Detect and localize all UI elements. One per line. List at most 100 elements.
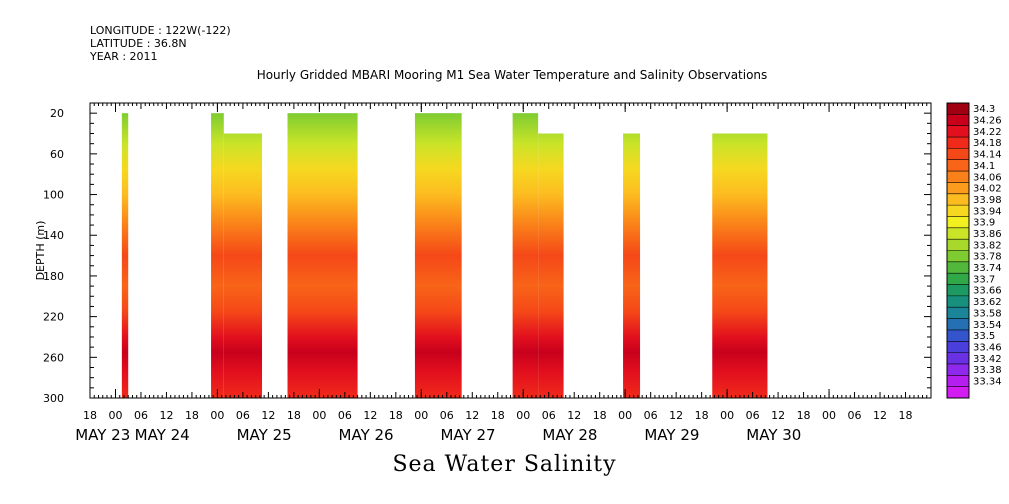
colorbar-label: 33.82 [973, 240, 1002, 251]
colorbar-label: 33.42 [973, 354, 1002, 365]
colorbar-swatch [947, 273, 969, 286]
x-date-label: MAY 24 [135, 426, 190, 444]
x-tick-label: 12 [159, 409, 173, 422]
colorbar-swatch [947, 148, 969, 161]
x-tick-label: 06 [236, 409, 250, 422]
x-tick-label: 06 [746, 409, 760, 422]
data-block-5-2 [538, 133, 564, 398]
colorbar-swatch [947, 341, 969, 354]
x-tick-label: 00 [720, 409, 734, 422]
colorbar-swatch [947, 307, 969, 320]
y-tick-label: 180 [43, 270, 64, 283]
colorbar-swatch [947, 125, 969, 138]
colorbar-swatch [947, 227, 969, 240]
colorbar-label: 33.46 [973, 342, 1002, 353]
x-tick-label: 00 [108, 409, 122, 422]
colorbar-label: 33.78 [973, 252, 1002, 263]
x-date-label: MAY 28 [542, 426, 597, 444]
colorbar-swatch [947, 103, 969, 115]
x-tick-label: 06 [134, 409, 148, 422]
colorbar-swatch [947, 216, 969, 229]
y-tick-label: 260 [43, 351, 64, 364]
colorbar-swatch [947, 239, 969, 251]
x-tick-label: 12 [771, 409, 785, 422]
x-date-label: MAY 29 [644, 426, 699, 444]
data-block-2-2 [223, 133, 263, 398]
x-tick-label: 00 [210, 409, 224, 422]
x-tick-label: 06 [440, 409, 454, 422]
year-label: YEAR : 2011 [90, 50, 158, 63]
data-block-3 [287, 113, 358, 398]
data-block-2-1 [211, 113, 224, 398]
x-tick-label: 18 [389, 409, 403, 422]
colorbar-label: 33.62 [973, 297, 1002, 308]
colorbar-swatch [947, 284, 969, 297]
colorbar-label: 33.58 [973, 308, 1002, 319]
colorbar-label: 33.7 [973, 274, 995, 285]
colorbar-label: 33.74 [973, 263, 1002, 274]
colorbar-label: 34.18 [973, 138, 1002, 149]
variable-title: Sea Water Salinity [392, 452, 617, 477]
y-tick-label: 220 [43, 311, 64, 324]
x-date-label: MAY 26 [339, 426, 394, 444]
x-tick-label: 18 [797, 409, 811, 422]
colorbar-swatch [947, 137, 969, 149]
colorbar-swatch [947, 205, 969, 217]
data-block-4 [414, 113, 462, 398]
x-tick-label: 12 [465, 409, 479, 422]
colorbar-label: 34.3 [973, 104, 995, 115]
y-tick-label: 20 [50, 107, 64, 120]
colorbar-swatch [947, 352, 969, 365]
x-tick-label: 12 [669, 409, 683, 422]
x-tick-label: 12 [873, 409, 887, 422]
x-tick-label: 18 [287, 409, 301, 422]
colorbar-swatch [947, 159, 969, 172]
x-tick-label: 12 [363, 409, 377, 422]
x-tick-label: 00 [312, 409, 326, 422]
y-axis-label: DEPTH (m) [34, 221, 47, 281]
data-block-5-1 [512, 113, 539, 398]
colorbar-swatch [947, 182, 969, 195]
x-date-label: MAY 23 [75, 426, 130, 444]
x-tick-label: 18 [695, 409, 709, 422]
x-tick-label: 06 [644, 409, 658, 422]
x-tick-label: 18 [899, 409, 913, 422]
colorbar-label: 33.94 [973, 206, 1002, 217]
colorbar-label: 33.54 [973, 320, 1002, 331]
colorbar-swatch [947, 318, 969, 331]
x-date-label: MAY 30 [746, 426, 801, 444]
longitude-label: LONGITUDE : 122W(-122) [90, 24, 231, 37]
colorbar-swatch [947, 375, 969, 388]
colorbar-label: 33.34 [973, 376, 1002, 387]
colorbar-label: 33.98 [973, 195, 1002, 206]
y-tick-label: 100 [43, 189, 64, 202]
data-block-1 [121, 113, 129, 398]
colorbar-swatch [947, 261, 969, 274]
colorbar-label: 34.26 [973, 116, 1002, 127]
colorbar-swatch [947, 250, 969, 263]
y-tick-label: 60 [50, 148, 64, 161]
y-tick-label: 140 [43, 229, 64, 242]
colorbar-swatch [947, 171, 969, 183]
x-tick-label: 00 [618, 409, 632, 422]
colorbar-label: 33.9 [973, 218, 995, 229]
colorbar-label: 34.02 [973, 184, 1002, 195]
x-tick-label: 00 [414, 409, 428, 422]
colorbar-swatch [947, 193, 969, 206]
colorbar-label: 33.66 [973, 286, 1002, 297]
colorbar-label: 33.5 [973, 331, 995, 342]
x-tick-label: 00 [516, 409, 530, 422]
data-block-6 [623, 133, 641, 398]
x-tick-label: 18 [491, 409, 505, 422]
colorbar-label: 34.22 [973, 127, 1002, 138]
colorbar-label: 34.14 [973, 150, 1002, 161]
colorbar-swatch [947, 386, 969, 399]
colorbar-swatch [947, 114, 969, 127]
x-tick-label: 18 [593, 409, 607, 422]
x-tick-label: 12 [567, 409, 581, 422]
colorbar-swatch [947, 329, 969, 342]
colorbar-swatch [947, 363, 969, 376]
x-tick-label: 06 [848, 409, 862, 422]
x-date-label: MAY 27 [440, 426, 495, 444]
